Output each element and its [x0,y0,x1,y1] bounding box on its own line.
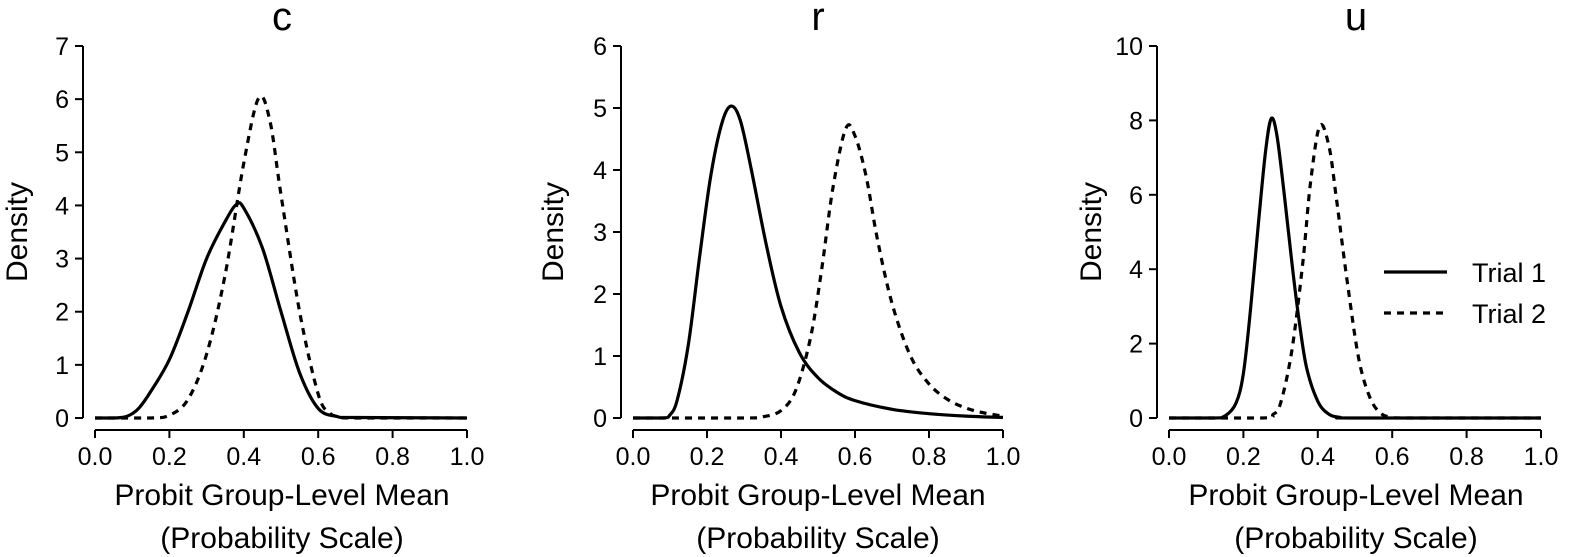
y-tick-label: 6 [593,33,607,61]
x-tick-label: 0.2 [690,443,725,471]
x-tick-label: 0.8 [375,443,410,471]
y-tick-label: 4 [55,192,69,220]
series-line-trial-2 [95,94,467,420]
x-tick-label: 1.0 [986,443,1021,471]
panel-r: r Density Probit Group-Level Mean (Proba… [537,0,1020,555]
x-axis-label-line1: Probit Group-Level Mean [650,479,985,512]
legend: Trial 1 Trial 2 [1384,258,1546,329]
y-tick-label: 5 [55,139,69,167]
y-tick-label: 6 [55,86,69,114]
x-tick-label: 0.0 [1152,443,1187,471]
x-tick-label: 1.0 [450,443,485,471]
series-line-trial-2 [1169,123,1541,420]
x-tick-label: 0.0 [78,443,113,471]
plot-area: 0.0 0.2 0.4 0.6 0.8 1.0 0 2 4 6 8 10 [1115,33,1558,471]
series-line-trial-1 [95,201,468,420]
plot-area: 0.0 0.2 0.4 0.6 0.8 1.0 0 1 2 3 4 5 6 7 [55,33,484,471]
y-tick-label: 4 [1129,256,1143,284]
x-tick-label: 0.4 [764,443,799,471]
panel-title: u [1345,0,1367,39]
x-axis-label-line2: (Probability Scale) [1234,522,1477,555]
x-tick-label: 0.6 [301,443,336,471]
x-tick-label: 1.0 [1524,443,1559,471]
y-tick-label: 3 [55,246,69,274]
y-axis-label: Density [1075,182,1108,282]
y-tick-label: 1 [593,343,607,371]
y-tick-label: 3 [593,219,607,247]
y-tick-label: 0 [593,405,607,433]
x-tick-label: 0.0 [616,443,651,471]
y-tick-label: 10 [1115,33,1143,61]
y-tick-label: 0 [1129,405,1143,433]
panel-title: c [272,0,292,39]
y-tick-label: 4 [593,157,607,185]
legend-label-trial-2: Trial 2 [1472,299,1546,329]
x-tick-label: 0.8 [1449,443,1484,471]
x-tick-label: 0.8 [912,443,947,471]
x-tick-label: 0.4 [226,443,261,471]
series-line-trial-1 [1169,116,1541,420]
panel-u: u Density Probit Group-Level Mean (Proba… [1075,0,1558,555]
y-tick-label: 2 [593,281,607,309]
y-tick-label: 0 [55,405,69,433]
x-tick-label: 0.6 [1375,443,1410,471]
y-tick-label: 2 [55,299,69,327]
plot-area: 0.0 0.2 0.4 0.6 0.8 1.0 0 1 2 3 4 5 6 [593,33,1020,471]
panel-title: r [811,0,824,39]
x-tick-label: 0.6 [838,443,873,471]
x-axis-label-line1: Probit Group-Level Mean [114,479,449,512]
x-tick-label: 0.2 [1226,443,1261,471]
x-tick-label: 0.2 [152,443,187,471]
x-tick-label: 0.4 [1300,443,1335,471]
y-tick-label: 2 [1129,331,1143,359]
series-line-trial-1 [633,104,1004,420]
panel-c: c Density Probit Group-Level Mean (Proba… [1,0,484,555]
y-tick-label: 5 [593,95,607,123]
y-tick-label: 7 [55,33,69,61]
x-axis-label-line1: Probit Group-Level Mean [1188,479,1523,512]
y-tick-label: 8 [1129,107,1143,135]
series-line-trial-2 [633,123,1004,420]
y-axis-label: Density [1,182,34,282]
y-tick-label: 1 [55,352,69,380]
y-axis-label: Density [537,182,570,282]
x-axis-label-line2: (Probability Scale) [696,522,939,555]
y-tick-label: 6 [1129,182,1143,210]
x-axis-label-line2: (Probability Scale) [160,522,403,555]
legend-label-trial-1: Trial 1 [1472,258,1546,288]
